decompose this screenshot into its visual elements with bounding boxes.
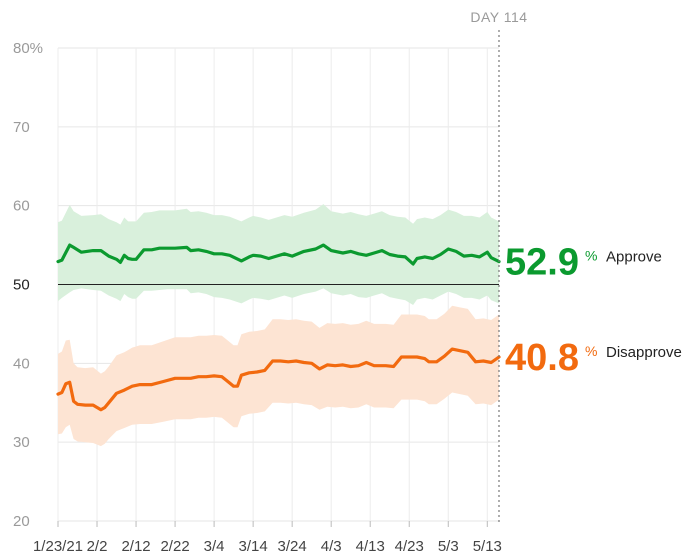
x-tick-label: 3/4 xyxy=(204,538,225,555)
x-tick-label: 2/22 xyxy=(160,538,189,555)
y-axis-tick-labels: 80% 70 60 50 40 30 20 xyxy=(13,40,43,530)
x-tick-label: 2/2 xyxy=(87,538,108,555)
y-tick-label: 60 xyxy=(13,198,30,215)
y-tick-label: 80% xyxy=(13,40,43,57)
y-tick-label: 70 xyxy=(13,119,30,136)
x-tick-label: 5/3 xyxy=(438,538,459,555)
confidence-bands xyxy=(58,204,499,447)
x-tick-label: 1/23/21 xyxy=(33,538,83,555)
end-value-labels: 52.9% Approve 40.8% Disapprove xyxy=(505,242,682,379)
y-tick-label: 30 xyxy=(13,434,30,451)
approve-series-label: Approve xyxy=(606,249,662,266)
approve-current-value: 52.9 xyxy=(505,242,579,284)
x-tick-label: 4/3 xyxy=(321,538,342,555)
approve-percent-sign: % xyxy=(585,248,597,264)
x-tick-label: 3/14 xyxy=(239,538,268,555)
x-tick-label: 5/13 xyxy=(473,538,502,555)
day-marker-label: DAY 114 xyxy=(470,9,527,25)
y-tick-label: 40 xyxy=(13,355,30,372)
x-tick-label: 2/12 xyxy=(121,538,150,555)
x-tick-label: 4/13 xyxy=(356,538,385,555)
x-tick-label: 3/24 xyxy=(278,538,307,555)
disapprove-series-label: Disapprove xyxy=(606,344,682,361)
x-tick-label: 4/23 xyxy=(395,538,424,555)
y-tick-label: 20 xyxy=(13,513,30,530)
disapprove-line xyxy=(56,347,501,412)
disapprove-percent-sign: % xyxy=(585,343,597,359)
approve-line xyxy=(56,243,501,266)
disapprove-current-value: 40.8 xyxy=(505,337,579,379)
series-lines xyxy=(56,243,501,412)
day-marker-group: DAY 114 xyxy=(470,9,527,525)
disapprove-confidence-band xyxy=(58,305,499,447)
y-tick-label: 50 xyxy=(13,277,30,294)
x-axis-tick-labels: 1/23/21 2/2 2/12 2/22 3/4 3/14 3/24 4/3 4/13 4/23… xyxy=(33,538,502,555)
